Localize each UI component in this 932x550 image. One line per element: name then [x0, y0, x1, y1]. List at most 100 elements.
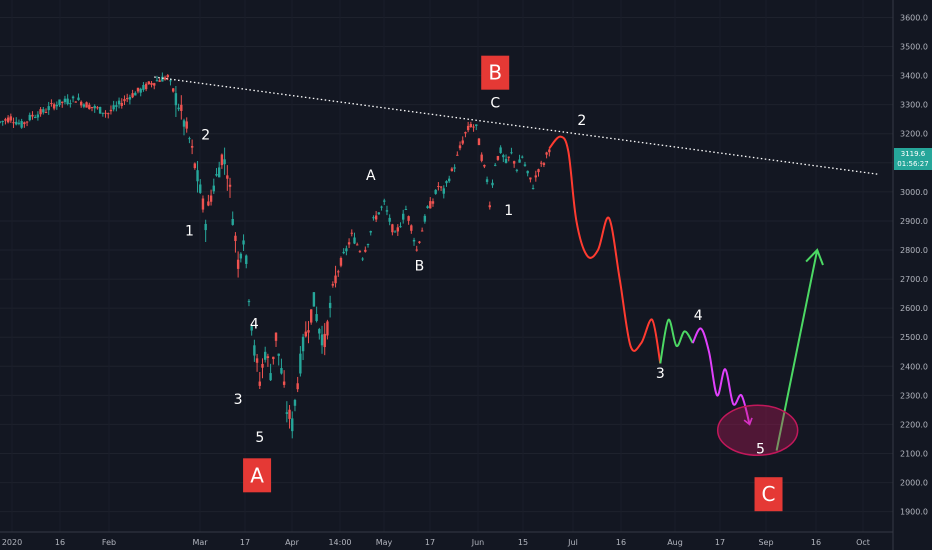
candle-body — [4, 119, 7, 121]
candle-body — [342, 251, 345, 254]
candle-body — [39, 109, 42, 115]
candle-body — [353, 237, 356, 244]
candle-body — [255, 358, 259, 363]
wave-label: 1 — [185, 223, 194, 239]
x-tick-label: Sep — [758, 538, 773, 547]
candle-body — [548, 149, 551, 153]
candle-body — [326, 321, 329, 336]
candle-body — [177, 107, 180, 110]
candle-body — [188, 138, 191, 140]
candle-body — [142, 84, 145, 90]
candle-body — [1, 120, 4, 122]
wave-label: 4 — [694, 308, 703, 324]
wave-label: C — [490, 96, 500, 112]
y-tick-label: 2800.0 — [900, 246, 928, 255]
candle-body — [358, 251, 362, 253]
candle-body — [293, 399, 297, 406]
candle-body — [125, 98, 129, 100]
candle-body — [155, 80, 159, 82]
x-tick-label: May — [376, 538, 393, 547]
candle-body — [266, 356, 270, 359]
candle-body — [437, 185, 440, 187]
candle-body — [485, 179, 489, 182]
candle-body — [20, 121, 23, 128]
candle-body — [158, 80, 161, 82]
candle-body — [253, 345, 256, 356]
candle-body — [131, 93, 134, 98]
candle-body — [288, 409, 291, 419]
candle-body — [285, 412, 289, 414]
last-price: 3119.6 — [900, 150, 926, 159]
candle-body — [383, 200, 386, 202]
candle-body — [364, 249, 367, 252]
x-tick-label: Mar — [192, 538, 208, 547]
y-tick-label: 2400.0 — [900, 362, 928, 371]
candle-body — [334, 275, 337, 284]
y-tick-label: 3600.0 — [900, 13, 928, 22]
candle-body — [274, 332, 278, 341]
candle-body — [88, 104, 91, 110]
candle-body — [396, 227, 399, 232]
candle-body — [472, 126, 475, 128]
candle-body — [399, 226, 402, 228]
x-tick-label: 16 — [616, 538, 626, 547]
candle-body — [77, 97, 80, 100]
candle-body — [269, 373, 272, 381]
candle-body — [385, 210, 389, 212]
candle-body — [374, 215, 378, 220]
y-tick-label: 2100.0 — [900, 450, 928, 459]
candle-body — [258, 381, 261, 386]
candle-body — [33, 117, 37, 119]
candle-body — [537, 169, 540, 173]
x-axis[interactable]: 2020 16 Feb Mar 17 Apr 14:00 May 17 Jun 15 Jul 16 Aug… — [2, 538, 870, 547]
x-tick-label: Jul — [567, 538, 578, 547]
candle-body — [507, 156, 510, 158]
candle-body — [109, 109, 113, 112]
wave-label: A — [366, 168, 376, 184]
candle-body — [466, 125, 470, 131]
candle-body — [163, 77, 167, 80]
target-zone — [716, 404, 799, 457]
wave-label: 3 — [656, 366, 665, 382]
candle-body — [309, 309, 313, 323]
y-tick-label: 2600.0 — [900, 304, 928, 313]
candle-body — [212, 185, 215, 192]
candle-body — [204, 223, 207, 231]
x-tick-label: 17 — [240, 538, 250, 547]
candle-body — [312, 292, 316, 307]
candle-body — [247, 300, 251, 303]
candle-body — [261, 363, 264, 368]
candle-body — [223, 159, 226, 165]
wave-label: 3 — [234, 392, 243, 408]
candle-body — [323, 333, 326, 348]
x-tick-label: 15 — [518, 538, 528, 547]
candle-body — [12, 122, 15, 124]
projection-path — [548, 135, 662, 364]
candle-body — [115, 105, 118, 107]
candle-body — [350, 232, 353, 234]
candle-body — [377, 212, 381, 215]
candle-body — [66, 98, 69, 105]
candle-body — [185, 121, 188, 129]
projection-path — [691, 327, 751, 425]
candle-body — [418, 241, 421, 243]
x-tick-label: Apr — [285, 538, 300, 547]
candle-body — [90, 107, 94, 109]
candle-body — [82, 104, 86, 107]
candle-body — [448, 178, 451, 182]
candle-body — [372, 217, 375, 219]
candle-body — [526, 170, 529, 174]
candle-body — [510, 152, 513, 154]
candle-body — [415, 249, 418, 251]
candle-body — [242, 240, 245, 245]
candle-body — [491, 182, 494, 186]
candle-body — [337, 271, 340, 273]
candle-body — [98, 107, 102, 114]
candle-body — [107, 113, 110, 115]
candle-body — [44, 112, 48, 114]
candle-body — [512, 161, 516, 164]
candle-body — [220, 154, 224, 166]
candle-body — [307, 330, 310, 333]
candle-body — [529, 177, 532, 180]
